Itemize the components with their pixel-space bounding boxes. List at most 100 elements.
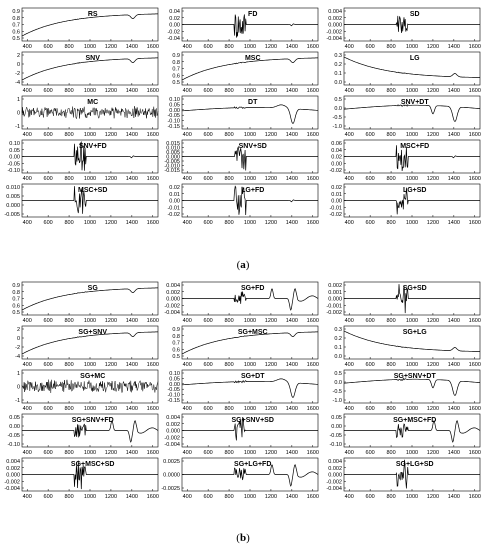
x-tick-label: 1600 — [469, 220, 481, 226]
x-tick-label: 600 — [204, 406, 213, 412]
y-tick-label: 0.3 — [334, 53, 342, 59]
y-tick-label: -1 — [15, 124, 20, 130]
y-tick-label: 0.7 — [12, 23, 20, 29]
x-tick-label: 1200 — [105, 494, 117, 500]
y-tick-label: 0.5 — [334, 371, 342, 377]
y-tick-label: 0.6 — [12, 303, 20, 309]
x-tick-label: 800 — [224, 88, 233, 94]
x-tick-label: 400 — [345, 406, 354, 412]
x-tick-label: 400 — [183, 44, 192, 50]
y-tick-label: -0.05 — [7, 433, 20, 439]
y-tick-label: 0.001 — [328, 290, 342, 296]
x-tick-label: 1200 — [427, 220, 439, 226]
x-tick-label: 1600 — [147, 494, 159, 500]
y-tick-label: -2 — [15, 345, 20, 351]
x-tick-label: 1400 — [286, 176, 298, 182]
panel-title: SNV+FD — [79, 143, 107, 150]
x-tick-label: 1400 — [448, 406, 460, 412]
x-tick-label: 600 — [204, 176, 213, 182]
x-tick-label: 600 — [204, 132, 213, 138]
x-tick-label: 1200 — [265, 44, 277, 50]
x-tick-label: 1200 — [265, 220, 277, 226]
x-tick-label: 1600 — [469, 88, 481, 94]
y-tick-label: -0.004 — [164, 310, 180, 316]
x-tick-label: 1600 — [147, 362, 159, 368]
x-tick-label: 1400 — [286, 362, 298, 368]
x-tick-label: 1400 — [126, 44, 138, 50]
y-tick-label: -0.15 — [167, 398, 180, 404]
panel-a-7: 1 0 -1400 600 800 1000 1200 1400 1600 MC — [15, 95, 159, 138]
x-tick-label: 1600 — [469, 132, 481, 138]
series-line — [22, 460, 158, 490]
y-tick-label: 0.9 — [172, 327, 180, 333]
x-tick-label: 1400 — [286, 406, 298, 412]
x-tick-label: 800 — [386, 362, 395, 368]
x-tick-label: 1000 — [406, 450, 418, 456]
x-tick-label: 400 — [183, 176, 192, 182]
x-tick-label: 1400 — [448, 450, 460, 456]
series-line — [21, 57, 158, 81]
y-tick-label: -0.0025 — [161, 486, 180, 492]
y-tick-label: 0.7 — [172, 341, 180, 347]
y-tick-label: -0.01 — [167, 205, 180, 211]
panel-title: SG+MSC+SD — [71, 461, 115, 468]
y-tick-label: 0.04 — [331, 148, 342, 154]
x-tick-label: 1000 — [406, 220, 418, 226]
y-tick-label: -0.001 — [326, 303, 342, 309]
y-tick-label: 0.8 — [172, 60, 180, 66]
y-tick-label: 0.06 — [331, 141, 342, 147]
y-tick-label: -0.5 — [333, 389, 342, 395]
x-tick-label: 1400 — [448, 44, 460, 50]
series-line — [181, 331, 318, 355]
y-tick-label: 0.6 — [172, 73, 180, 79]
y-tick-label: 0.9 — [12, 283, 20, 289]
x-tick-label: 1600 — [469, 450, 481, 456]
series-line — [22, 186, 158, 214]
x-tick-label: 1000 — [406, 176, 418, 182]
x-tick-label: 1400 — [126, 362, 138, 368]
y-tick-label: 0.000 — [6, 473, 20, 479]
series-line — [343, 330, 480, 352]
panel-title: MC — [87, 99, 98, 106]
y-tick-label: -0.010 — [164, 164, 180, 170]
panel-title: SG+MC — [80, 373, 105, 380]
y-tick-label: 0.00 — [331, 161, 342, 167]
x-tick-label: 1000 — [84, 362, 96, 368]
x-tick-label: 600 — [204, 362, 213, 368]
x-tick-label: 800 — [64, 220, 73, 226]
x-tick-label: 1600 — [469, 318, 481, 324]
y-tick-label: 0.004 — [166, 283, 180, 289]
y-tick-label: 0.0000 — [163, 473, 180, 479]
y-tick-label: 0.000 — [166, 297, 180, 303]
y-tick-label: 0.0025 — [163, 459, 180, 465]
y-tick-label: 0.10 — [9, 141, 20, 147]
x-tick-label: 400 — [345, 318, 354, 324]
x-tick-label: 1400 — [286, 132, 298, 138]
x-tick-label: 1000 — [84, 220, 96, 226]
y-tick-label: 0.00 — [169, 108, 180, 114]
y-tick-label: 1 — [17, 97, 20, 103]
y-tick-label: 0.2 — [334, 62, 342, 68]
x-tick-label: 600 — [204, 494, 213, 500]
y-tick-label: -0.15 — [167, 124, 180, 130]
x-tick-label: 1200 — [427, 406, 439, 412]
x-tick-label: 400 — [183, 132, 192, 138]
x-tick-label: 1600 — [469, 44, 481, 50]
y-tick-label: 0.015 — [166, 141, 180, 147]
y-tick-label: 2 — [17, 53, 20, 59]
x-tick-label: 1600 — [307, 362, 319, 368]
x-tick-label: 600 — [44, 494, 53, 500]
y-tick-label: -0.002 — [164, 303, 180, 309]
x-tick-label: 800 — [386, 132, 395, 138]
y-tick-label: -0.005 — [4, 212, 20, 218]
panel-title: SG+SNV — [78, 329, 107, 336]
x-tick-label: 1000 — [84, 132, 96, 138]
y-tick-label: 0.010 — [6, 185, 20, 191]
y-tick-label: 0.004 — [328, 459, 342, 465]
x-tick-label: 1200 — [427, 318, 439, 324]
